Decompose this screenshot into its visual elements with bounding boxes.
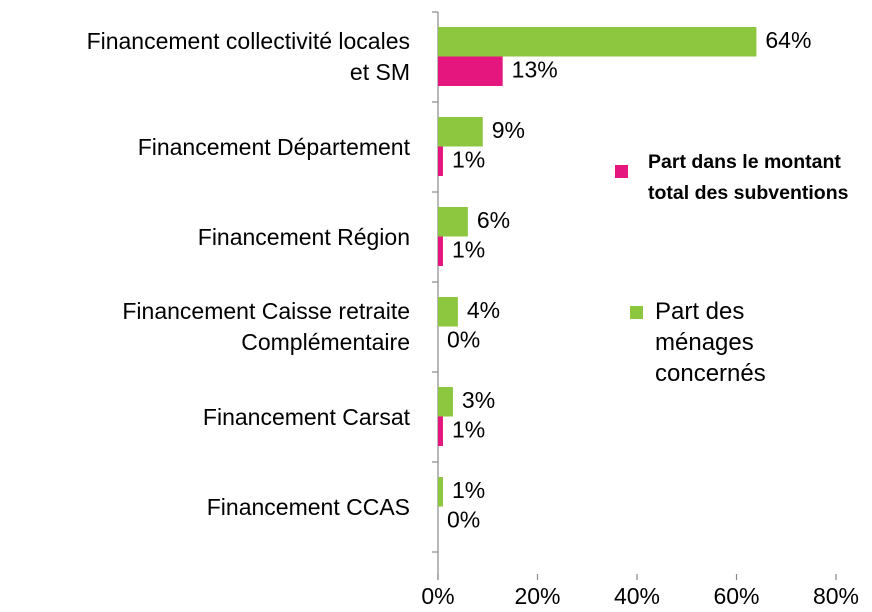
x-tick-label: 80%	[813, 583, 859, 609]
x-tick-label: 0%	[421, 583, 454, 609]
bar	[438, 477, 443, 507]
value-label: 1%	[452, 236, 485, 262]
category-label: Financement Région	[197, 223, 410, 250]
value-label: 1%	[452, 416, 485, 442]
value-label: 1%	[452, 477, 485, 503]
value-label: 0%	[447, 506, 480, 532]
bar	[438, 297, 458, 327]
bar	[438, 387, 453, 417]
category-label: Financement Carsat	[202, 403, 410, 430]
category-label: Financement Caisse retraite Complémentai…	[122, 298, 410, 355]
bar	[438, 207, 468, 237]
value-label: 64%	[765, 27, 811, 53]
category-label: Financement collectivité locales et SM	[86, 28, 410, 85]
legend-label: Part dans le montant total des subventio…	[648, 151, 849, 204]
bar	[438, 236, 443, 266]
legend-swatch	[615, 165, 628, 178]
value-label: 3%	[462, 387, 495, 413]
category-label: Financement CCAS	[206, 493, 410, 520]
legend-swatch	[630, 306, 643, 319]
bar	[438, 56, 503, 86]
bar	[438, 27, 757, 57]
bar	[438, 117, 483, 147]
value-label: 4%	[467, 297, 500, 323]
value-label: 13%	[512, 56, 558, 82]
category-label: Financement Département	[137, 133, 410, 160]
value-label: 6%	[477, 207, 510, 233]
x-tick-label: 60%	[713, 583, 759, 609]
value-label: 0%	[447, 326, 480, 352]
value-label: 9%	[492, 117, 525, 143]
x-tick-label: 40%	[614, 583, 660, 609]
bar	[438, 146, 443, 176]
value-label: 1%	[452, 146, 485, 172]
legend-label: Part des ménages concernés	[655, 298, 766, 387]
bar	[438, 416, 443, 446]
x-tick-label: 20%	[514, 583, 560, 609]
